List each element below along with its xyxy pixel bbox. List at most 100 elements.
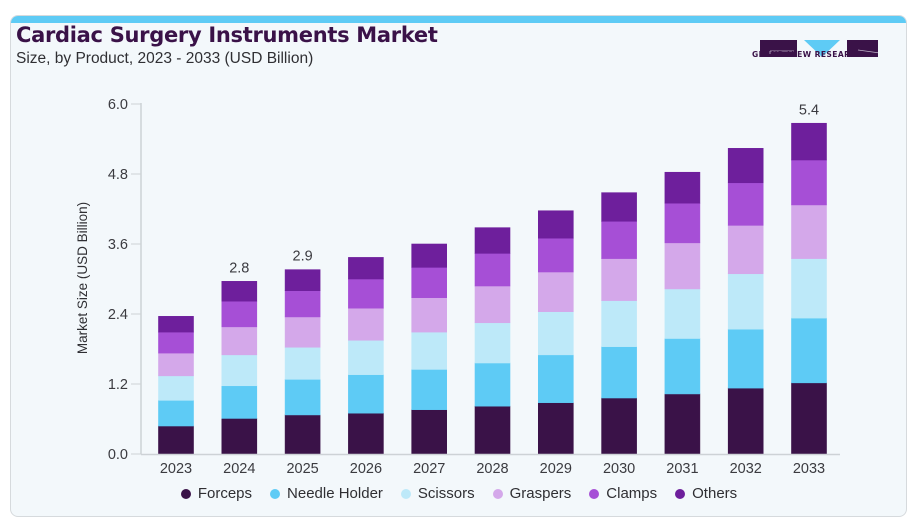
- bar-segment-others: [791, 122, 827, 161]
- legend-dot-icon: [180, 488, 191, 499]
- bar-segment-graspers: [284, 316, 321, 348]
- bar-segment-clamps: [727, 182, 764, 226]
- legend-label: Scissors: [417, 485, 475, 502]
- bar-segment-forceps: [664, 393, 701, 455]
- y-axis: 0.0 1.2 2.4 3.6 4.8 6.0: [108, 97, 142, 463]
- bar-segment-graspers: [158, 352, 194, 377]
- data-label: 2.9: [293, 249, 313, 265]
- bar-segment-scissors: [791, 258, 827, 319]
- logo-left-block: [760, 40, 797, 57]
- legend-dot-icon: [270, 488, 281, 499]
- bar-segment-others: [474, 227, 511, 254]
- bars: [158, 122, 827, 455]
- logo-triangle: [804, 40, 840, 57]
- bar-segment-graspers: [474, 285, 511, 324]
- logo-right-block: [847, 40, 878, 57]
- legend-item: Needle Holder: [270, 485, 383, 502]
- legend-label: Others: [692, 485, 738, 502]
- y-tick-label: 2.4: [108, 307, 128, 323]
- chart-title: Cardiac Surgery Instruments Market: [16, 23, 438, 47]
- bar-segment-scissors: [411, 331, 448, 370]
- bar-segment-graspers: [537, 271, 574, 312]
- bar-segment-needle-holder: [158, 400, 194, 427]
- bar-segment-scissors: [158, 375, 194, 401]
- x-tick-label: 2031: [666, 461, 698, 477]
- logo-right-notch: [857, 49, 878, 54]
- bar-segment-graspers: [727, 225, 764, 275]
- legend-label: Clamps: [606, 485, 658, 502]
- legend-dot-icon: [400, 488, 411, 499]
- bar-segment-others: [664, 171, 701, 204]
- bar-segment-clamps: [221, 300, 258, 328]
- bar-segment-graspers: [601, 258, 637, 301]
- bar-segment-others: [284, 269, 321, 291]
- legend-dot-icon: [675, 488, 686, 499]
- y-tick-label: 3.6: [108, 237, 128, 253]
- bar-segment-clamps: [411, 267, 448, 298]
- bar-segment-others: [221, 281, 258, 302]
- x-tick-label: 2028: [476, 461, 508, 477]
- bar-segment-clamps: [348, 278, 384, 309]
- bar-segment-scissors: [664, 288, 701, 339]
- bar-segment-others: [158, 316, 194, 333]
- bar-segment-forceps: [727, 387, 764, 455]
- bar-segment-needle-holder: [284, 379, 321, 416]
- bar-segment-forceps: [474, 405, 511, 455]
- legend-label: Needle Holder: [287, 485, 383, 502]
- bar-segment-scissors: [537, 311, 574, 356]
- x-tick-label: 2023: [160, 461, 192, 477]
- bar-segment-clamps: [158, 331, 194, 354]
- bar-segment-scissors: [284, 346, 321, 380]
- legend-item: Scissors: [400, 485, 475, 502]
- logo-left-notch: [769, 50, 794, 54]
- legend-item: Graspers: [492, 485, 572, 502]
- x-tick-label: 2029: [540, 461, 572, 477]
- x-tick-label: 2030: [603, 461, 635, 477]
- x-tick-label: 2025: [286, 461, 318, 477]
- x-tick-label: 2032: [730, 461, 762, 477]
- bar-segment-scissors: [348, 339, 384, 375]
- bar-segment-scissors: [221, 354, 258, 387]
- legend: Forceps Needle Holder Scissors Graspers Clam…: [0, 485, 918, 502]
- bar-segment-needle-holder: [664, 338, 701, 395]
- bar-segment-needle-holder: [411, 369, 448, 410]
- legend-label: Graspers: [509, 485, 572, 502]
- bar-segment-clamps: [791, 159, 827, 206]
- bar-segment-forceps: [537, 402, 574, 455]
- x-tick-label: 2024: [223, 461, 255, 477]
- bar-segment-others: [727, 148, 764, 184]
- data-label: 5.4: [799, 102, 819, 118]
- bar-segment-clamps: [474, 253, 511, 287]
- bar-segment-needle-holder: [791, 317, 827, 384]
- bar-segment-others: [601, 192, 637, 222]
- bar-segment-forceps: [158, 425, 194, 455]
- chart-subtitle: Size, by Product, 2023 - 2033 (USD Billi…: [16, 50, 314, 67]
- data-label: 2.8: [229, 260, 249, 276]
- bar-segment-graspers: [664, 242, 701, 290]
- x-axis: 2023 2024 2025 2026 2027 2028 2029 2030 2031 2032…: [141, 453, 840, 477]
- bar-segment-forceps: [791, 382, 827, 455]
- bar-segment-others: [537, 210, 574, 239]
- bar-segment-needle-holder: [727, 328, 764, 389]
- x-tick-label: 2027: [413, 461, 445, 477]
- bar-segment-forceps: [221, 418, 258, 455]
- accent-strip: [11, 16, 906, 23]
- logo-text: GRAND VIEW RESEARCH: [752, 50, 864, 59]
- bar-segment-graspers: [221, 326, 258, 356]
- annotations: 2.8 2.9 5.4: [229, 102, 819, 276]
- bar-segment-needle-holder: [537, 354, 574, 403]
- bar-segment-clamps: [284, 290, 321, 318]
- bar-segment-needle-holder: [601, 346, 637, 399]
- legend-item: Forceps: [180, 485, 252, 502]
- bar-segment-others: [348, 257, 384, 280]
- bar-segment-clamps: [664, 202, 701, 244]
- y-axis-title: Market Size (USD Billion): [75, 202, 90, 354]
- bar-segment-forceps: [284, 414, 321, 455]
- bar-segment-scissors: [601, 300, 637, 347]
- x-tick-label: 2033: [793, 461, 825, 477]
- bar-segment-scissors: [727, 273, 764, 330]
- y-tick-label: 6.0: [108, 97, 128, 113]
- bar-segment-others: [411, 243, 448, 268]
- y-tick-label: 0.0: [108, 447, 128, 463]
